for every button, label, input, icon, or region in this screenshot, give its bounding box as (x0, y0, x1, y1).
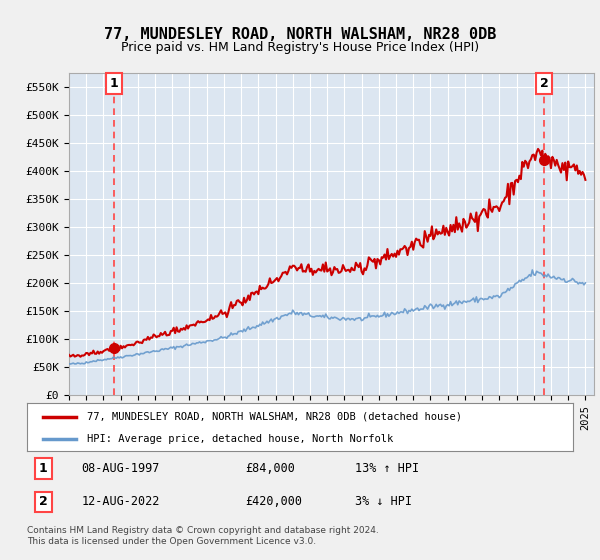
Text: £420,000: £420,000 (245, 496, 302, 508)
Text: 08-AUG-1997: 08-AUG-1997 (82, 462, 160, 475)
Text: 77, MUNDESLEY ROAD, NORTH WALSHAM, NR28 0DB: 77, MUNDESLEY ROAD, NORTH WALSHAM, NR28 … (104, 27, 496, 42)
Text: Price paid vs. HM Land Registry's House Price Index (HPI): Price paid vs. HM Land Registry's House … (121, 40, 479, 54)
Text: 1: 1 (109, 77, 118, 90)
Text: 2: 2 (540, 77, 548, 90)
Text: 77, MUNDESLEY ROAD, NORTH WALSHAM, NR28 0DB (detached house): 77, MUNDESLEY ROAD, NORTH WALSHAM, NR28 … (87, 412, 462, 422)
Text: 1: 1 (39, 462, 48, 475)
Text: 13% ↑ HPI: 13% ↑ HPI (355, 462, 419, 475)
Text: 12-AUG-2022: 12-AUG-2022 (82, 496, 160, 508)
Text: £84,000: £84,000 (245, 462, 295, 475)
Text: Contains HM Land Registry data © Crown copyright and database right 2024.
This d: Contains HM Land Registry data © Crown c… (27, 526, 379, 546)
Text: 2: 2 (39, 496, 48, 508)
Text: 3% ↓ HPI: 3% ↓ HPI (355, 496, 412, 508)
Text: HPI: Average price, detached house, North Norfolk: HPI: Average price, detached house, Nort… (87, 434, 394, 444)
